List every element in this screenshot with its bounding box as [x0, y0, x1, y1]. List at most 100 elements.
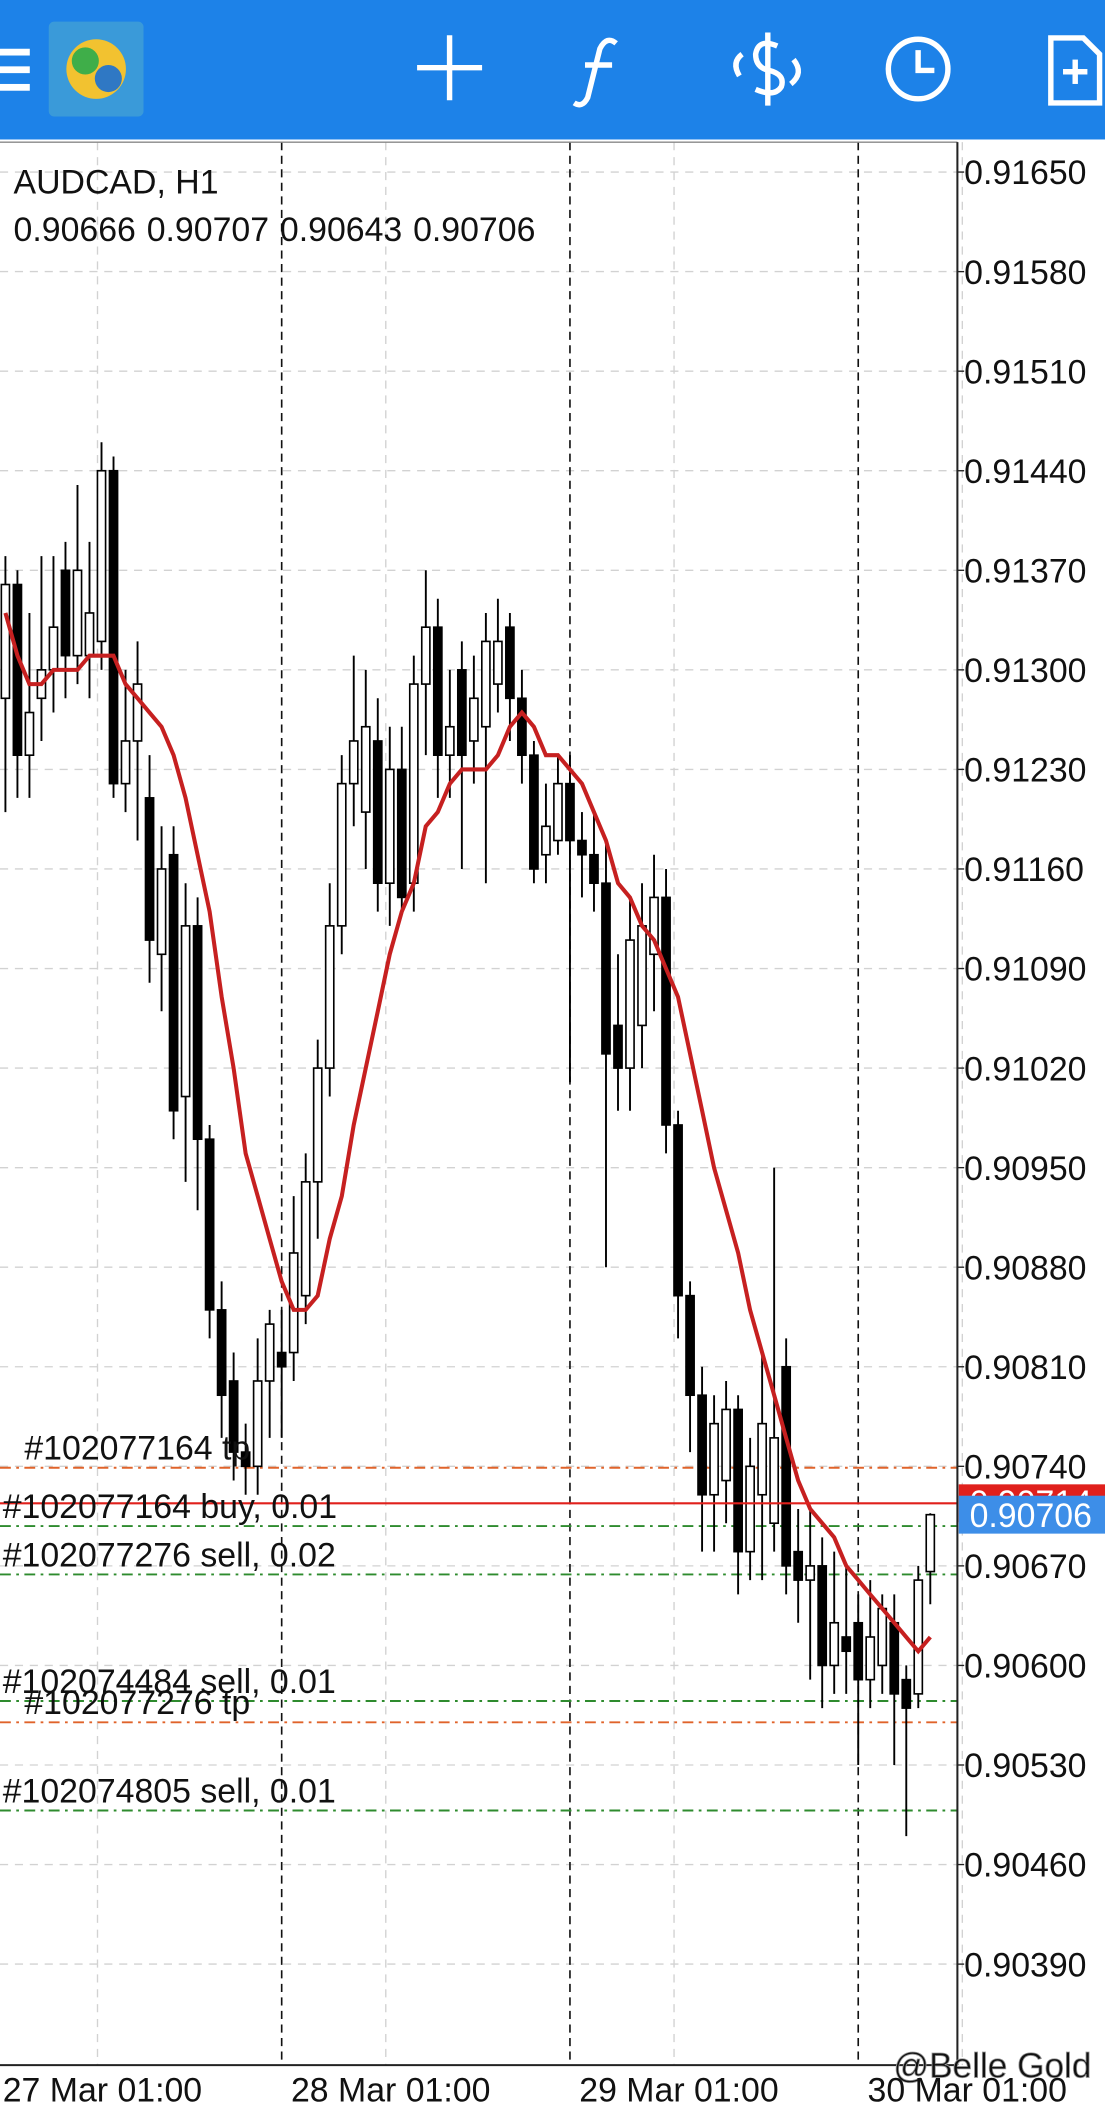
y-tick-label: 0.91020 [964, 1050, 1086, 1088]
indicators-button[interactable] [572, 37, 618, 108]
candle-body [745, 1465, 756, 1553]
ohlc-readout: 0.90666 0.90707 0.90643 0.90706 [14, 211, 536, 249]
y-tick-label: 0.90740 [964, 1449, 1086, 1487]
candle-body [817, 1565, 828, 1667]
close-value: 0.90706 [413, 211, 535, 249]
candle-body [72, 569, 83, 657]
candle-body [865, 1636, 876, 1681]
candle-body [108, 469, 119, 785]
y-tick-label: 0.91230 [964, 752, 1086, 790]
menu-button[interactable] [0, 48, 30, 91]
candle-body [420, 626, 431, 685]
y-tick-label: 0.90390 [964, 1946, 1086, 1984]
candle-body [481, 640, 491, 728]
chart-title: AUDCAD, H1 [14, 164, 219, 202]
candle-body [757, 1422, 768, 1496]
candle-body [132, 683, 143, 742]
candle-body [240, 1451, 251, 1468]
candle-body [505, 626, 515, 700]
candle-body [120, 740, 131, 785]
candle-body [625, 939, 635, 1069]
candle-body [541, 825, 551, 856]
history-button[interactable] [885, 36, 951, 102]
candle-body [661, 896, 671, 1126]
candle-body [324, 925, 335, 1069]
order-label: #102074805 sell, 0.01 [3, 1772, 336, 1810]
y-tick-label: 0.90460 [964, 1847, 1086, 1885]
candle-body [553, 782, 563, 842]
candle-body [793, 1550, 804, 1581]
candle-body [733, 1408, 743, 1553]
x-tick-label: 30 Mar 01:00 [868, 2072, 1067, 2110]
y-tick-label: 0.90530 [964, 1747, 1086, 1785]
candle-body [613, 1024, 623, 1069]
x-tick-label: 28 Mar 01:00 [291, 2072, 490, 2110]
open-value: 0.90666 [14, 211, 136, 249]
candle-body [204, 1138, 215, 1311]
candle-body [432, 626, 443, 756]
watermark: @Belle Gold [893, 2046, 1091, 2085]
candle-body [841, 1636, 852, 1653]
candle-body [805, 1565, 816, 1581]
high-value: 0.90707 [147, 211, 269, 249]
candle-body [24, 711, 35, 756]
candle-body [517, 697, 527, 756]
candle-body [144, 797, 155, 941]
order-label: #102077164 tp [24, 1430, 250, 1468]
candle-body [192, 925, 203, 1141]
candle-body [384, 768, 395, 885]
y-tick-label: 0.91440 [964, 453, 1086, 491]
candle-body [493, 640, 503, 685]
candle-body [709, 1422, 719, 1496]
moving-average [3, 612, 932, 1655]
y-tick-label: 0.90810 [964, 1349, 1086, 1387]
candle-body [649, 896, 659, 956]
candle-body [637, 925, 647, 1027]
candle-body [721, 1408, 731, 1482]
y-tick-label: 0.91160 [964, 851, 1084, 889]
candle-body [96, 469, 107, 643]
candle-body [408, 683, 419, 885]
candle-body [396, 768, 407, 899]
candle-body [336, 782, 347, 927]
crosshair-button[interactable] [417, 35, 483, 101]
candle-body [781, 1365, 792, 1567]
candle-body [589, 853, 599, 885]
y-tick-label: 0.90880 [964, 1249, 1086, 1287]
y-tick-label: 0.90600 [964, 1648, 1086, 1686]
candle-body [456, 669, 467, 756]
candle-body [925, 1513, 936, 1573]
y-tick-label: 0.91650 [964, 154, 1086, 192]
candle-body [348, 740, 359, 785]
candle-body [216, 1309, 227, 1397]
candle-body [180, 925, 191, 1098]
y-tick-label: 0.91300 [964, 652, 1086, 690]
candle-body [12, 583, 23, 756]
candle-body [60, 569, 71, 657]
candle-body [48, 626, 59, 671]
x-tick-label: 27 Mar 01:00 [3, 2072, 202, 2110]
bid-price-label: 0.90706 [970, 1497, 1092, 1535]
candle-body [168, 853, 179, 1112]
order-label: #102077276 tp [24, 1684, 250, 1722]
candle-body [264, 1323, 275, 1382]
new-order-button[interactable] [1048, 35, 1103, 106]
y-tick-label: 0.91510 [964, 353, 1086, 391]
candle-body [372, 740, 383, 885]
candle-body [769, 1437, 780, 1525]
app-icon[interactable] [48, 21, 144, 117]
candle-body [276, 1351, 287, 1368]
candle-body [829, 1621, 840, 1667]
candle-body [0, 583, 11, 700]
trade-button[interactable] [733, 32, 801, 106]
candle-body [601, 882, 611, 1055]
y-tick-label: 0.91090 [964, 951, 1086, 989]
candle-body [913, 1579, 924, 1695]
candle-body [577, 839, 587, 856]
candle-body [529, 754, 539, 870]
toolbar [0, 0, 1105, 140]
x-tick-label: 29 Mar 01:00 [579, 2072, 778, 2110]
plot: #102077164 tp #102077164 buy, 0.01 #102077… [0, 142, 964, 2066]
candle-body [877, 1607, 888, 1667]
